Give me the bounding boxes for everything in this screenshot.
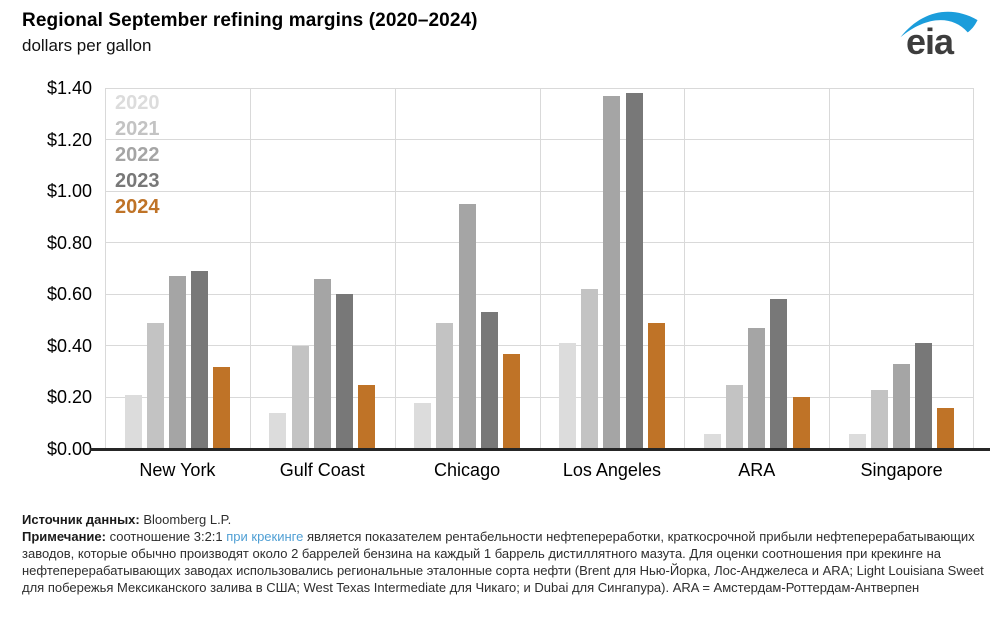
y-tick-label--1-00: $1.00 (46, 181, 92, 202)
bar-2021-new-york (146, 322, 164, 449)
x-label-new-york: New York (139, 460, 216, 480)
y-tick-label--1-40: $1.40 (46, 78, 92, 98)
x-label-ara: ARA (738, 460, 776, 480)
bar-2021-los-angeles (581, 289, 599, 449)
legend-item-2021: 2021 (115, 118, 160, 140)
y-tick-label--0-00: $0.00 (46, 439, 92, 459)
gridline-vertical-2 (394, 88, 396, 449)
gridline-vertical-0 (105, 88, 106, 449)
chart-legend: 2020 2021 2022 2023 2024 (115, 90, 160, 220)
y-tick-label--0-20: $0.20 (46, 387, 92, 408)
chart-title: Regional September refining margins (202… (22, 10, 478, 31)
bar-2022-ara (748, 327, 766, 449)
bar-2024-new-york (213, 366, 231, 449)
bar-2021-gulf-coast (291, 345, 309, 449)
x-label-chicago: Chicago (434, 460, 501, 480)
bar-2023-singapore (915, 343, 933, 449)
bar-2022-singapore (893, 363, 911, 449)
bar-2022-gulf-coast (313, 278, 331, 449)
note-label: Примечание: (22, 529, 106, 544)
bar-2022-chicago (458, 204, 476, 449)
legend-item-2020: 2020 (115, 92, 160, 114)
crack-spread-link[interactable]: при крекинге (226, 529, 304, 544)
bar-2023-chicago (480, 312, 498, 449)
bar-2020-los-angeles (559, 343, 577, 449)
chart-units-label: dollars per gallon (22, 36, 152, 55)
bar-2020-ara (703, 433, 721, 449)
bar-2020-chicago (414, 402, 432, 449)
gridline-vertical-1 (249, 88, 251, 449)
bar-2022-new-york (168, 276, 186, 449)
eia-logo: eia (898, 8, 980, 66)
x-label-los-angeles: Los Angeles (562, 460, 661, 480)
legend-item-2024: 2024 (115, 196, 160, 218)
gridline-vertical-4 (684, 88, 686, 449)
bar-2024-chicago (502, 353, 520, 449)
note-text-before-link: соотношение 3:2:1 (105, 529, 227, 544)
bar-chart-plot-area: 2020 2021 2022 2023 2024 (105, 87, 974, 449)
legend-item-2023: 2023 (115, 170, 160, 192)
bar-2021-singapore (870, 389, 888, 449)
y-tick-label--0-80: $0.80 (46, 232, 92, 253)
eia-logo-text: eia (906, 21, 954, 62)
bar-2024-singapore (937, 407, 955, 449)
x-label-gulf-coast: Gulf Coast (279, 460, 365, 480)
bar-2021-chicago (436, 322, 454, 449)
bar-2024-ara (792, 397, 810, 449)
note-text-after-link: является показателем рентабельности нефт… (22, 529, 984, 595)
y-tick-label--0-40: $0.40 (46, 335, 92, 356)
x-axis-baseline (90, 448, 990, 451)
bar-2021-ara (726, 384, 744, 449)
chart-footnotes: Источник данных: Bloomberg L.P. Примечан… (22, 511, 988, 596)
gridline-vertical-3 (539, 88, 541, 449)
bar-2024-gulf-coast (358, 384, 376, 449)
legend-item-2022: 2022 (115, 144, 160, 166)
bar-2023-gulf-coast (335, 294, 353, 449)
gridline-vertical-5 (829, 88, 831, 449)
source-value: Bloomberg L.P. (139, 512, 232, 527)
bar-2020-new-york (124, 394, 142, 449)
bar-2023-los-angeles (625, 93, 643, 449)
source-label: Источник данных: (22, 512, 140, 527)
bar-2023-ara (770, 299, 788, 449)
bar-2023-new-york (191, 271, 209, 449)
y-tick-label--0-60: $0.60 (46, 284, 92, 305)
bar-2020-gulf-coast (269, 412, 287, 449)
bar-2022-los-angeles (603, 95, 621, 449)
note-paragraph: Примечание: соотношение 3:2:1 при крекин… (22, 528, 988, 596)
source-line: Источник данных: Bloomberg L.P. (22, 511, 988, 528)
bar-2020-singapore (848, 433, 866, 449)
y-tick-label--1-20: $1.20 (46, 129, 92, 150)
eia-logo-swoosh-icon (900, 11, 978, 38)
x-label-singapore: Singapore (860, 460, 943, 480)
gridline-vertical-6 (973, 88, 974, 449)
chart-header: Regional September refining margins (202… (22, 10, 478, 56)
bar-2024-los-angeles (647, 322, 665, 449)
